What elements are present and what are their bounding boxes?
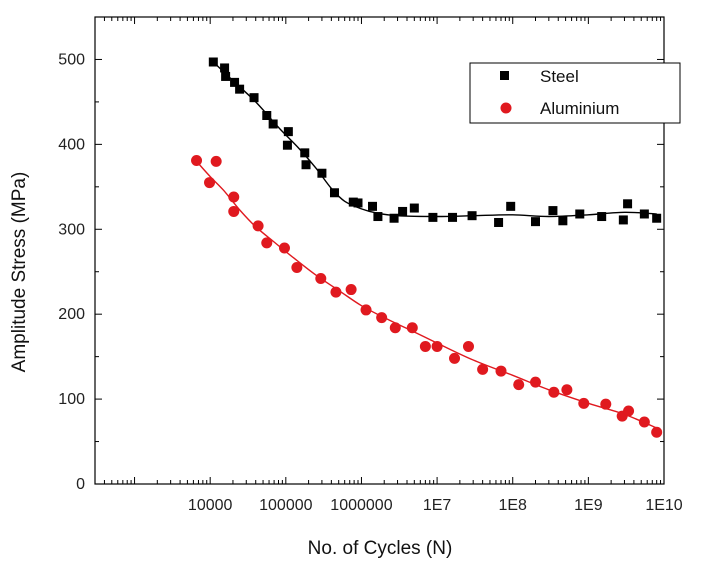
data-point-aluminium	[330, 286, 342, 298]
data-point-steel	[235, 84, 245, 94]
y-tick-label: 500	[58, 51, 85, 68]
data-point-aluminium	[252, 220, 264, 232]
data-point-steel	[300, 148, 310, 158]
legend: Steel Aluminium	[469, 62, 681, 124]
y-tick-label: 300	[58, 221, 85, 238]
data-point-aluminium	[600, 398, 612, 410]
y-tick-label: 0	[76, 476, 85, 493]
data-point-steel	[329, 188, 339, 198]
data-point-steel	[448, 212, 458, 222]
data-point-steel	[597, 212, 607, 222]
data-point-steel	[652, 213, 662, 223]
data-point-aluminium	[431, 340, 443, 352]
data-point-aluminium	[228, 191, 240, 203]
data-point-steel	[409, 203, 419, 213]
x-tick-label: 1000000	[330, 497, 392, 514]
series-layer	[191, 57, 663, 438]
data-point-steel	[283, 127, 293, 137]
x-axis: 10000 100000 1000000 1E7 1E8 1E9 1E10	[94, 17, 683, 514]
data-point-aluminium	[360, 304, 372, 316]
legend-label-aluminium: Aluminium	[540, 99, 619, 118]
data-point-steel	[548, 206, 558, 216]
y-tick-label: 100	[58, 391, 85, 408]
data-point-aluminium	[291, 261, 303, 273]
data-point-aluminium	[638, 416, 650, 428]
data-point-steel	[398, 206, 408, 216]
plot-frame	[94, 16, 665, 485]
data-point-steel	[467, 211, 477, 221]
data-point-aluminium	[315, 273, 327, 285]
data-point-steel	[221, 71, 231, 81]
data-point-aluminium	[513, 379, 525, 391]
data-point-steel	[428, 212, 438, 222]
data-point-steel	[368, 201, 378, 211]
data-point-aluminium	[651, 426, 663, 438]
data-point-steel	[262, 110, 272, 120]
data-point-aluminium	[406, 322, 418, 334]
data-point-aluminium	[345, 284, 357, 296]
x-tick-label: 1E7	[423, 497, 452, 514]
fit-line-aluminium	[195, 160, 657, 429]
data-point-aluminium	[477, 363, 489, 375]
data-point-aluminium	[578, 397, 590, 409]
data-point-aluminium	[561, 384, 573, 396]
data-point-steel	[230, 77, 240, 87]
y-tick-label: 400	[58, 136, 85, 153]
data-point-steel	[208, 57, 218, 67]
data-point-aluminium	[548, 386, 560, 398]
data-point-steel	[639, 209, 649, 219]
data-point-aluminium	[449, 352, 461, 364]
series-steel	[208, 57, 662, 227]
data-point-aluminium	[623, 405, 635, 417]
data-point-steel	[618, 215, 628, 225]
data-point-steel	[530, 217, 540, 227]
y-axis-title: Amplitude Stress (MPa)	[9, 172, 30, 373]
legend-label-steel: Steel	[540, 67, 579, 86]
data-point-steel	[348, 197, 358, 207]
data-point-steel	[220, 63, 230, 73]
data-point-steel	[506, 201, 516, 211]
legend-marker-steel	[500, 71, 509, 80]
data-point-steel	[494, 217, 504, 227]
data-point-steel	[353, 198, 363, 208]
series-aluminium	[191, 154, 663, 438]
x-tick-label: 1E9	[574, 497, 603, 514]
data-point-steel	[301, 160, 311, 170]
data-point-aluminium	[210, 155, 222, 167]
y-tick-label: 200	[58, 306, 85, 323]
data-point-steel	[558, 216, 568, 226]
data-point-aluminium	[419, 340, 431, 352]
data-point-aluminium	[278, 242, 290, 254]
data-point-aluminium	[495, 365, 507, 377]
data-point-aluminium	[261, 237, 273, 249]
data-point-steel	[373, 212, 383, 222]
x-tick-label: 1E10	[645, 497, 682, 514]
data-point-steel	[268, 119, 278, 129]
data-point-steel	[249, 93, 259, 103]
data-point-steel	[623, 199, 633, 209]
data-point-steel	[282, 140, 292, 150]
data-point-aluminium	[204, 177, 216, 189]
data-point-aluminium	[529, 376, 541, 388]
data-point-aluminium	[191, 154, 203, 166]
data-point-aluminium	[462, 340, 474, 352]
y-axis: 0 100 200 300 400 500	[58, 16, 664, 493]
x-tick-label: 1E8	[498, 497, 527, 514]
data-point-steel	[317, 168, 327, 178]
plot-border	[94, 16, 665, 485]
data-point-aluminium	[228, 205, 240, 217]
data-point-steel	[575, 209, 585, 219]
legend-marker-aluminium	[500, 102, 512, 114]
x-tick-label: 100000	[259, 497, 312, 514]
data-point-steel	[389, 213, 399, 223]
data-point-aluminium	[376, 312, 388, 324]
data-point-aluminium	[389, 322, 401, 334]
x-axis-title: No. of Cycles (N)	[308, 538, 453, 559]
x-tick-label: 10000	[188, 497, 233, 514]
